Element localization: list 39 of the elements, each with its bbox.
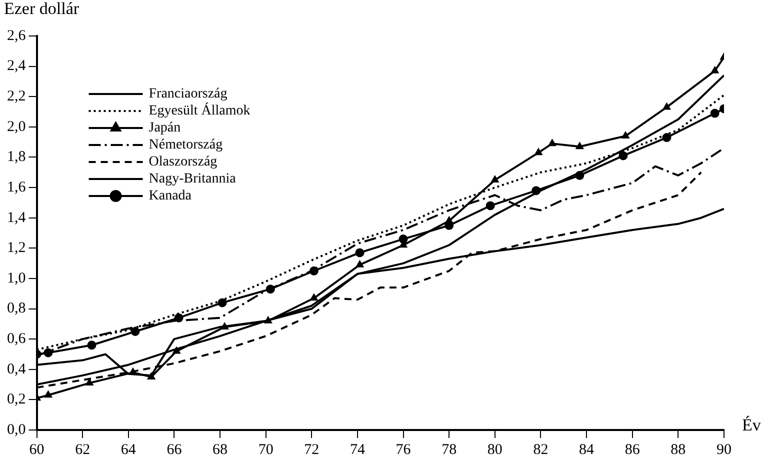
y-tick-label: 1,0 <box>7 270 26 286</box>
legend-label: Németország <box>148 138 223 153</box>
x-tick-label: 76 <box>396 442 412 458</box>
y-tick-label: 0,2 <box>7 392 26 408</box>
y-tick-label: 2,6 <box>7 28 26 44</box>
y-axis-title: Ezer dollár <box>4 0 80 18</box>
x-tick-label: 72 <box>304 442 320 458</box>
x-tick-label: 80 <box>487 442 502 458</box>
y-tick-label: 0,8 <box>7 300 26 317</box>
x-tick-label: 84 <box>579 442 595 458</box>
legend-label: Franciaország <box>148 86 228 102</box>
x-tick-label: 68 <box>212 442 228 458</box>
y-tick-label: 1,6 <box>7 179 26 196</box>
legend-label: Nagy-Britannia <box>148 172 237 187</box>
y-tick-label: 0,6 <box>7 331 26 348</box>
x-tick-label: 90 <box>716 442 732 458</box>
legend-label: Kanada <box>148 188 192 204</box>
y-tick-label: 2,0 <box>7 118 26 135</box>
x-tick-label: 78 <box>442 442 457 458</box>
x-tick-label: 64 <box>120 442 136 458</box>
legend-label: Olaszország <box>148 154 218 170</box>
y-tick-label: 0,0 <box>7 422 26 438</box>
x-axis-title: Év <box>742 415 762 434</box>
legend-label: Egyesült Államok <box>148 102 250 119</box>
x-tick-label: 82 <box>533 442 548 458</box>
y-tick-label: 0,4 <box>7 361 26 378</box>
x-tick-label: 66 <box>166 442 182 458</box>
legend-label: Japán <box>148 120 181 136</box>
y-tick-label: 1,8 <box>7 149 26 166</box>
x-tick-label: 70 <box>258 442 274 458</box>
y-tick-label: 1,2 <box>7 240 26 256</box>
x-tick-label: 74 <box>350 442 366 458</box>
x-tick-label: 86 <box>624 442 640 458</box>
x-tick-label: 88 <box>670 442 686 458</box>
y-tick-label: 2,4 <box>7 58 26 74</box>
x-tick-label: 60 <box>29 442 44 458</box>
y-tick-label: 1,4 <box>7 210 26 226</box>
y-tick-label: 2,2 <box>7 88 26 105</box>
x-tick-label: 62 <box>75 442 90 458</box>
